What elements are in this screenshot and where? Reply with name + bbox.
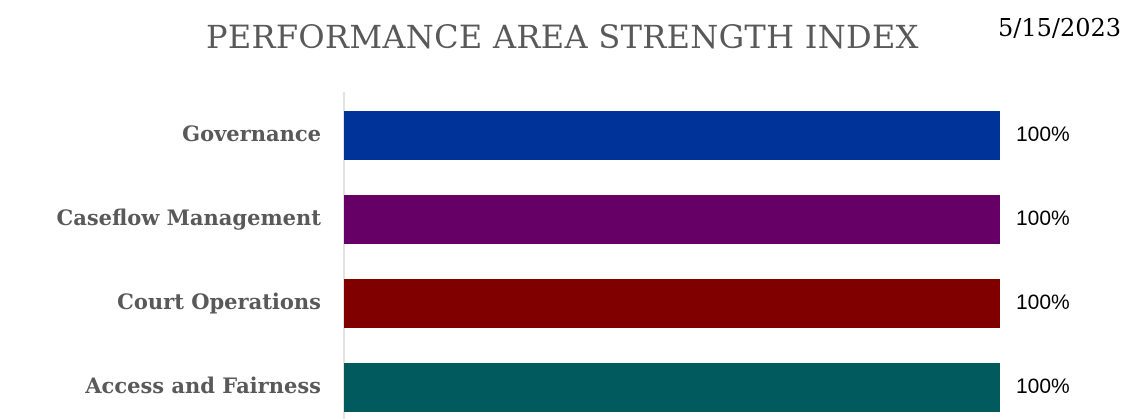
value-label-access-and-fairness: 100% [1016, 375, 1070, 398]
bars-group [344, 111, 1000, 412]
category-label-governance: Governance [182, 121, 321, 146]
bar-access-and-fairness [344, 363, 1000, 412]
chart-title: PERFORMANCE AREA STRENGTH INDEX [206, 18, 919, 56]
bar-court-operations [344, 279, 1000, 328]
value-labels-group: 100% 100% 100% 100% [1016, 123, 1070, 398]
bar-caseflow-management [344, 195, 1000, 244]
category-label-court-operations: Court Operations [117, 289, 321, 314]
category-label-caseflow-management: Caseflow Management [57, 205, 322, 230]
category-labels-group: Governance Caseflow Management Court Opera… [57, 121, 322, 398]
bar-governance [344, 111, 1000, 160]
value-label-caseflow-management: 100% [1016, 207, 1070, 230]
category-label-access-and-fairness: Access and Fairness [84, 373, 321, 398]
value-label-governance: 100% [1016, 123, 1070, 146]
chart-date: 5/15/2023 [998, 14, 1122, 42]
value-label-court-operations: 100% [1016, 291, 1070, 314]
